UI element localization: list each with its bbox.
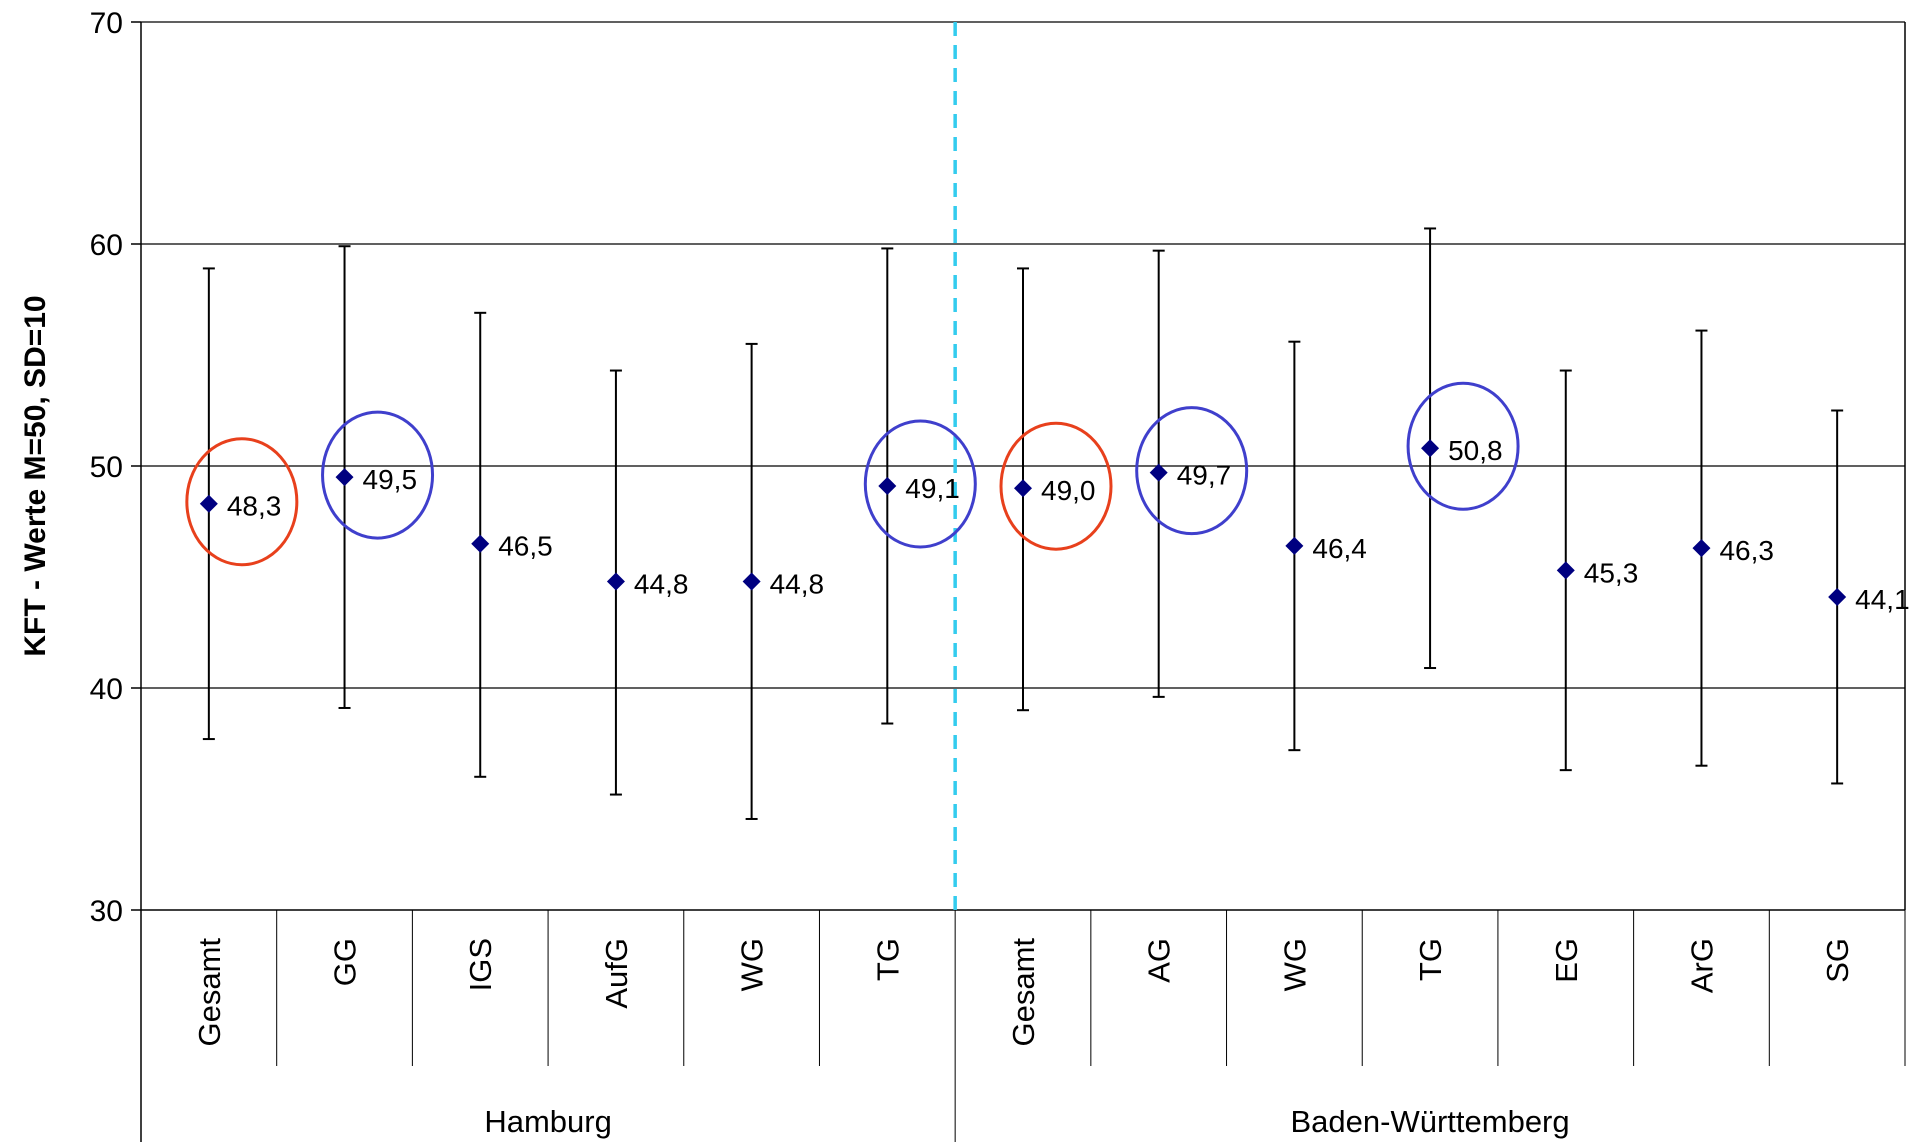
data-point-marker <box>1149 463 1168 482</box>
x-group-labels: Hamburg Baden-Württemberg <box>484 1104 1569 1139</box>
x-category-label: Gesamt <box>192 938 227 1047</box>
data-label: 49,1 <box>905 473 960 504</box>
data-point-marker <box>742 572 761 591</box>
data-label: 44,8 <box>634 568 689 599</box>
data-label: 44,8 <box>770 568 825 599</box>
x-category-label: WG <box>735 938 770 991</box>
highlight-ellipse <box>1135 406 1249 536</box>
y-tick-labels: 30 40 50 60 70 <box>90 7 123 928</box>
data-label: 46,3 <box>1719 535 1774 566</box>
data-point-marker <box>1285 536 1304 555</box>
x-category-labels: Gesamt GG IGS AufG WG TG Gesamt AG WG TG EG ArG SG <box>192 938 1855 1047</box>
value-labels: 48,3 49,5 46,5 44,8 44,8 49,1 49,0 49,7 46,4 50,8… <box>227 435 1909 615</box>
data-label: 45,3 <box>1584 557 1639 588</box>
x-category-label: WG <box>1277 938 1312 991</box>
highlight-ellipses <box>185 381 1520 567</box>
data-label: 49,0 <box>1041 475 1096 506</box>
data-point-marker <box>1014 479 1032 498</box>
y-tick-label: 40 <box>90 673 123 706</box>
highlight-ellipse <box>321 410 435 540</box>
axes <box>131 21 1906 1142</box>
x-category-label: ArG <box>1684 938 1719 993</box>
x-category-label: SG <box>1820 938 1855 983</box>
data-point-marker <box>335 468 354 487</box>
data-label: 44,1 <box>1855 584 1909 615</box>
y-tick-label: 50 <box>90 451 123 484</box>
data-label: 49,7 <box>1177 460 1232 491</box>
x-category-label: GG <box>328 938 363 986</box>
data-point-marker <box>878 476 897 495</box>
x-category-label: TG <box>870 938 905 981</box>
data-label: 48,3 <box>227 491 282 522</box>
y-axis-title: KFT - Werte M=50, SD=10 <box>19 295 52 656</box>
data-point-marker <box>1692 539 1711 558</box>
data-label: 46,5 <box>498 531 553 562</box>
y-tick-label: 60 <box>90 229 123 262</box>
error-bars <box>202 227 1844 820</box>
x-category-label: EG <box>1549 938 1584 983</box>
data-point-marker <box>1828 587 1847 606</box>
x-group-label: Baden-Württemberg <box>1291 1104 1570 1139</box>
highlight-ellipse <box>999 421 1113 551</box>
y-tick-label: 30 <box>90 895 123 928</box>
x-category-label: TG <box>1413 938 1448 981</box>
data-point-marker <box>1421 439 1440 458</box>
highlight-ellipse <box>863 419 977 549</box>
data-points <box>199 439 1847 606</box>
x-category-label: AG <box>1142 938 1177 983</box>
data-point-marker <box>1556 561 1575 580</box>
x-category-label: AufG <box>599 938 634 1009</box>
data-point-marker <box>606 572 625 591</box>
x-category-label: Gesamt <box>1006 938 1041 1047</box>
data-label: 50,8 <box>1448 435 1503 466</box>
x-group-label: Hamburg <box>484 1104 612 1139</box>
data-point-marker <box>199 494 218 513</box>
y-tick-label: 70 <box>90 7 123 40</box>
highlight-ellipse <box>185 437 299 567</box>
data-point-marker <box>471 534 490 553</box>
x-category-label: IGS <box>463 938 498 991</box>
data-label: 46,4 <box>1312 533 1367 564</box>
highlight-ellipse <box>1406 381 1520 511</box>
data-label: 49,5 <box>363 464 418 495</box>
